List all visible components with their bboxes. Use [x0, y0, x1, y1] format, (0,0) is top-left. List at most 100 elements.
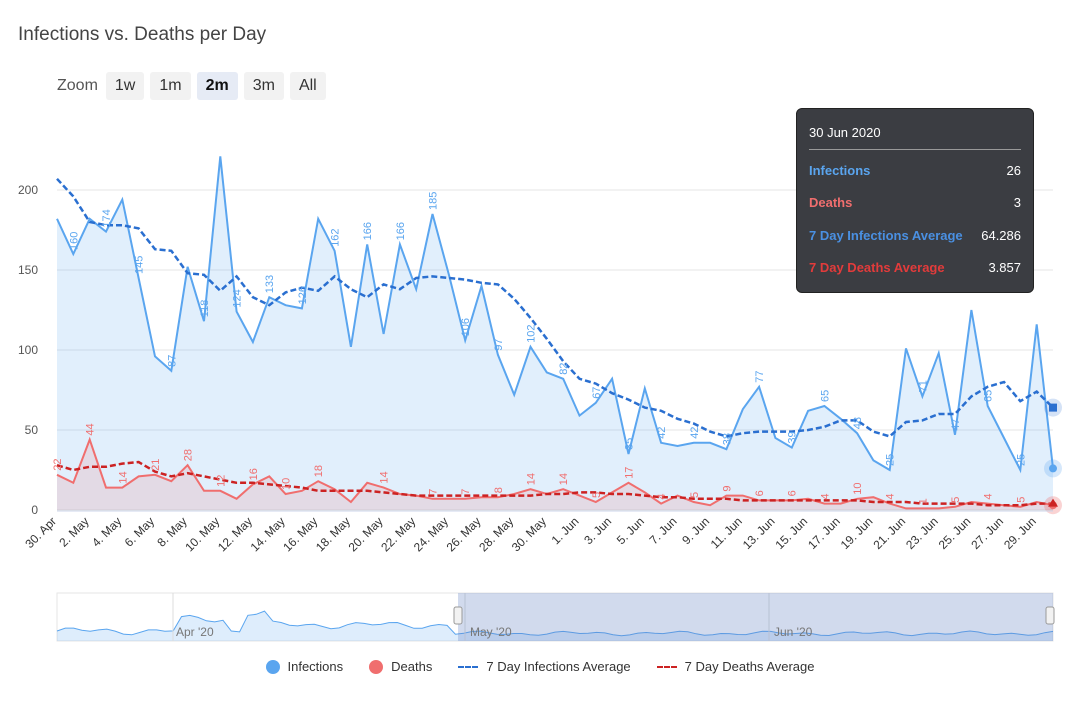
infections-hover-point	[1049, 464, 1057, 473]
navigator-left-handle[interactable]	[453, 606, 463, 625]
navigator-label: May '20	[470, 625, 512, 639]
zoom-3m-button[interactable]: 3m	[243, 72, 284, 100]
infections-data-label: 25	[1015, 454, 1027, 466]
legend-deaths-dot-icon	[369, 659, 384, 674]
zoom-control: Zoom 1w 1m 2m 3m All	[57, 72, 326, 100]
x-tick-label: 23. Jun	[903, 514, 941, 552]
x-tick-label: 17. Jun	[805, 514, 843, 552]
y-tick-label: 100	[18, 343, 38, 357]
deaths-data-label: 10	[852, 483, 864, 495]
deaths-data-label: 5	[950, 497, 962, 503]
x-tick-label: 18. May	[313, 514, 353, 554]
x-tick-label: 19. Jun	[838, 514, 876, 552]
legend-item-infections-average[interactable]: 7 Day Infections Average	[458, 659, 631, 674]
tooltip-row-deaths: Deaths 3	[809, 195, 1021, 210]
zoom-1m-button[interactable]: 1m	[150, 72, 191, 100]
zoom-all-button[interactable]: All	[289, 72, 326, 100]
navigator-area	[57, 611, 1053, 641]
x-tick-label: 26. May	[444, 514, 484, 554]
deaths-data-label: 16	[248, 468, 260, 480]
infections-data-label: 118	[199, 300, 211, 318]
tooltip-row-infections-average: 7 Day Infections Average 64.286	[809, 228, 1021, 243]
infections-data-label: 47	[950, 419, 962, 431]
infections-data-label: 67	[591, 387, 603, 399]
deaths-data-label: 5	[1015, 497, 1027, 503]
zoom-2m-button[interactable]: 2m	[196, 72, 238, 100]
navigator[interactable]: Apr '20 May '20 Jun '20	[56, 592, 1055, 642]
deaths-data-label: 22	[52, 459, 64, 471]
x-tick-label: 28. May	[476, 514, 516, 554]
deaths-data-label: 10	[281, 478, 293, 490]
deaths-data-label: 9	[721, 485, 733, 491]
infections-data-label: 87	[166, 355, 178, 367]
infections-data-label: 42	[689, 427, 701, 439]
legend-item-deaths-average[interactable]: 7 Day Deaths Average	[656, 659, 815, 674]
x-tick-label: 22. May	[378, 514, 418, 554]
legend-item-infections[interactable]: Infections	[265, 659, 344, 674]
tooltip-value: 3.857	[988, 260, 1021, 275]
infections-data-label: 35	[623, 438, 635, 450]
deaths-data-label: 5	[591, 492, 603, 498]
navigator-right-handle[interactable]	[1045, 606, 1055, 625]
deaths-data-label: 14	[379, 471, 391, 483]
deaths-data-label: 4	[983, 493, 995, 499]
tooltip-row-infections: Infections 26	[809, 163, 1021, 178]
deaths-data-label: 1	[917, 498, 929, 504]
infections-data-label: 166	[362, 222, 374, 240]
infections-data-label: 162	[330, 228, 342, 246]
legend-label: Deaths	[391, 659, 433, 674]
navigator-selection	[458, 593, 1053, 641]
infections-data-label: 145	[134, 256, 146, 274]
infections-data-label: 97	[493, 339, 505, 351]
infections-data-label: 102	[526, 324, 538, 342]
infections-data-label: 82	[558, 363, 570, 375]
infections-data-label: 71	[917, 380, 929, 392]
x-tick-label: 11. Jun	[708, 514, 745, 551]
legend-item-deaths[interactable]: Deaths	[369, 659, 432, 674]
y-tick-label: 200	[18, 183, 38, 197]
x-tick-label: 1. Jun	[549, 514, 582, 547]
x-tick-label: 29. Jun	[1001, 514, 1039, 552]
x-tick-label: 4. May	[89, 514, 124, 549]
deaths-data-label: 21	[150, 459, 162, 471]
chart-title: Infections vs. Deaths per Day	[18, 24, 267, 45]
tooltip-value: 26	[1006, 163, 1021, 178]
x-tick-label: 27. Jun	[968, 514, 1006, 552]
infections-data-label: 77	[754, 371, 766, 383]
x-tick-label: 3. Jun	[581, 514, 614, 547]
legend-infections-dot-icon	[265, 659, 280, 674]
x-tick-label: 20. May	[346, 514, 386, 554]
deaths-data-label: 4	[656, 493, 668, 499]
chart-legend: Infections Deaths 7 Day Infections Avera…	[0, 659, 1080, 674]
tooltip-value: 64.286	[981, 228, 1021, 243]
infections-data-label: 48	[852, 417, 864, 429]
zoom-1w-button[interactable]: 1w	[105, 72, 145, 100]
tooltip-label: Deaths	[809, 195, 853, 210]
infections-data-label: 166	[395, 222, 407, 240]
x-tick-label: 13. Jun	[740, 514, 778, 552]
infections-data-label: 185	[428, 192, 440, 210]
deaths-data-label: 7	[460, 489, 472, 495]
y-tick-label: 0	[31, 503, 38, 517]
x-tick-label: 10. May	[182, 514, 222, 554]
deaths-data-label: 18	[313, 465, 325, 477]
navigator-label: Jun '20	[774, 625, 813, 639]
infections-data-label: 38	[721, 433, 733, 445]
infections-data-label: 39	[787, 431, 799, 443]
zoom-label: Zoom	[57, 77, 98, 94]
deaths-data-label: 44	[85, 423, 97, 435]
deaths-area	[57, 439, 1053, 510]
deaths-data-label: 5	[689, 492, 701, 498]
infections-data-label: 65	[819, 390, 831, 402]
infections-average-hover-point	[1049, 403, 1057, 412]
infections-data-label: 42	[656, 427, 668, 439]
legend-label: 7 Day Infections Average	[486, 659, 631, 674]
x-tick-label: 25. Jun	[936, 514, 974, 552]
tooltip-label: 7 Day Deaths Average	[809, 260, 945, 275]
y-tick-label: 50	[25, 423, 39, 437]
legend-label: Infections	[287, 659, 344, 674]
x-tick-label: 24. May	[411, 514, 451, 554]
x-tick-label: 15. Jun	[772, 514, 810, 552]
deaths-data-label: 14	[558, 473, 570, 485]
